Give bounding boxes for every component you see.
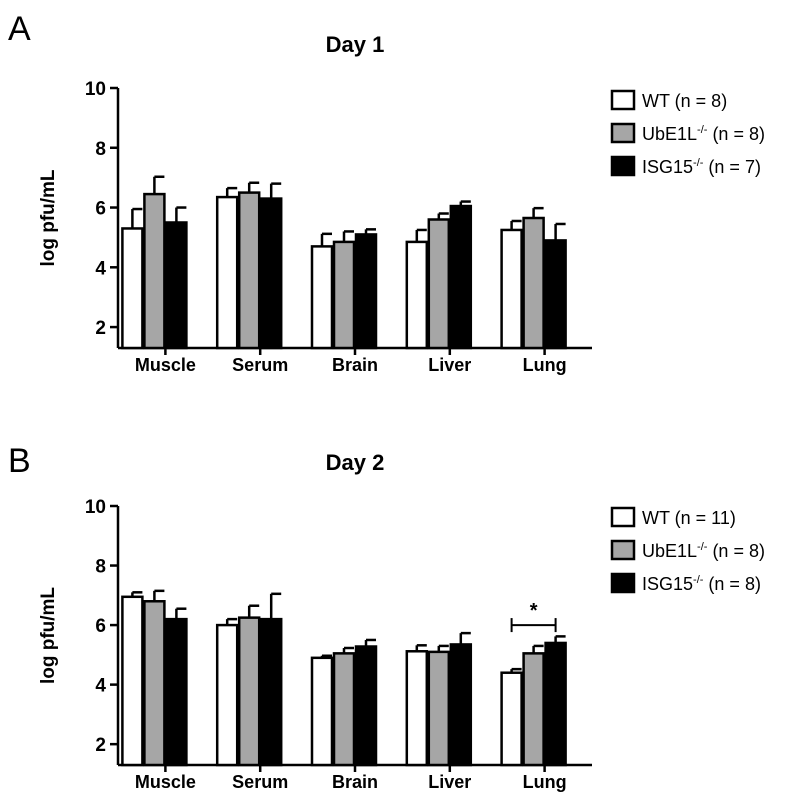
- bar: [544, 239, 567, 350]
- legend-swatch: [610, 539, 636, 561]
- legend-label: UbE1L-/- (n = 8): [642, 124, 765, 144]
- bar: [259, 197, 283, 350]
- x-tick-label: Lung: [523, 772, 567, 792]
- legend-swatch: [610, 122, 636, 144]
- bar: [215, 195, 239, 350]
- bar: [143, 192, 166, 350]
- legend-label: WT (n = 8): [642, 91, 727, 111]
- bar: [427, 650, 451, 767]
- bar: [405, 650, 429, 767]
- legend-label: WT (n = 11): [642, 508, 736, 528]
- legend-swatch: [610, 89, 636, 111]
- panel-label-a: A: [8, 10, 31, 48]
- y-tick-label: 8: [95, 557, 106, 578]
- x-tick-label: Muscle: [135, 772, 196, 792]
- x-tick-label: Brain: [332, 355, 378, 375]
- bar: [332, 652, 356, 767]
- bar: [237, 616, 261, 767]
- legend-swatch: [610, 506, 636, 528]
- bar: [427, 218, 451, 350]
- x-tick-label: Liver: [428, 772, 471, 792]
- y-tick-label: 4: [95, 676, 106, 697]
- y-axis-label: log pfu/mL: [38, 587, 59, 684]
- y-tick-label: 2: [95, 318, 106, 339]
- bar: [237, 191, 261, 350]
- y-tick-label: 10: [85, 497, 106, 518]
- bar: [522, 216, 545, 350]
- y-tick-label: 2: [95, 735, 106, 756]
- x-tick-label: Liver: [428, 355, 471, 375]
- bar: [405, 240, 429, 350]
- chart-panel-b: Day 2 log pfu/mL 2 4 6 8 10 Muscle Serum Brain Liv…: [38, 450, 765, 792]
- panel-label-b: B: [8, 442, 31, 480]
- bar: [500, 671, 523, 767]
- bar: [522, 652, 545, 767]
- bar: [121, 595, 144, 767]
- y-axis-label: log pfu/mL: [38, 169, 59, 266]
- legend-label: ISG15-/- (n = 7): [642, 157, 761, 177]
- bar: [215, 623, 239, 767]
- bar: [449, 643, 473, 767]
- bar: [165, 617, 188, 767]
- significance-label: *: [530, 600, 538, 622]
- y-tick-label: 6: [95, 616, 106, 637]
- bar: [310, 656, 334, 767]
- y-tick-label: 8: [95, 139, 106, 160]
- x-tick-label: Lung: [523, 355, 567, 375]
- bar: [544, 641, 567, 767]
- y-tick-label: 10: [85, 79, 106, 100]
- legend-swatch: [610, 155, 636, 177]
- legend-swatch: [610, 572, 636, 594]
- bar: [354, 645, 378, 767]
- y-tick-label: 6: [95, 199, 106, 220]
- legend-label: UbE1L-/- (n = 8): [642, 541, 765, 561]
- bar: [259, 617, 283, 767]
- legend-label: ISG15-/- (n = 8): [642, 574, 761, 594]
- bar: [332, 240, 356, 350]
- x-tick-label: Brain: [332, 772, 378, 792]
- bar: [354, 233, 378, 350]
- bar: [165, 221, 188, 350]
- x-tick-label: Serum: [232, 355, 288, 375]
- bar: [500, 228, 523, 350]
- bar: [449, 204, 473, 350]
- bar: [143, 600, 166, 767]
- x-tick-label: Serum: [232, 772, 288, 792]
- bar: [121, 227, 144, 350]
- bar: [310, 245, 334, 350]
- y-tick-label: 4: [95, 258, 106, 279]
- chart-panel-a: Day 1 log pfu/mL 2 4 6 8 10 Muscle Serum Brain Liv…: [38, 32, 765, 375]
- chart-title: Day 1: [326, 32, 385, 57]
- chart-title: Day 2: [326, 450, 385, 475]
- x-tick-label: Muscle: [135, 355, 196, 375]
